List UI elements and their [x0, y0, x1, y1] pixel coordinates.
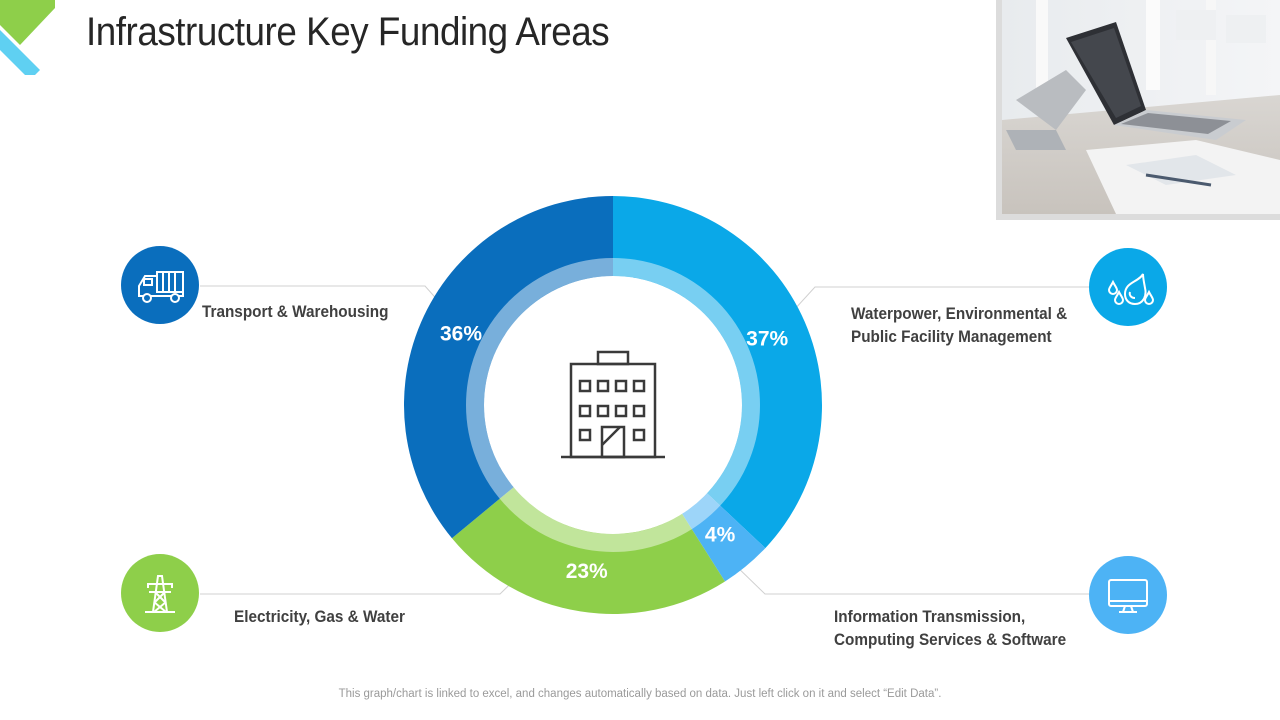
- value-label-waterpower: 37%: [746, 327, 788, 350]
- label-waterpower: Waterpower, Environmental & Public Facil…: [851, 304, 1068, 346]
- waterpower-icon-circle: [1089, 248, 1167, 326]
- building-icon: [561, 350, 665, 459]
- label-transport: Transport & Warehousing: [202, 302, 389, 321]
- footer-note: This graph/chart is linked to excel, and…: [338, 688, 942, 700]
- page-title: Infrastructure Key Funding Areas: [86, 10, 610, 54]
- power-tower-icon: [145, 575, 175, 613]
- information-icon-circle: [1089, 556, 1167, 634]
- value-label-information: 4%: [705, 523, 736, 546]
- truck-icon: [138, 271, 184, 303]
- inner-ring: [466, 258, 760, 552]
- value-label-transport: 36%: [440, 322, 482, 345]
- water-drops-icon: [1107, 273, 1155, 306]
- electricity-icon-circle: [121, 554, 199, 632]
- value-label-electricity: 23%: [566, 560, 608, 583]
- connector-information: [729, 559, 1090, 595]
- corner-accent-shape: [0, 0, 55, 75]
- donut-hole: [484, 276, 742, 534]
- monitor-icon: [1108, 579, 1148, 613]
- label-electricity: Electricity, Gas & Water: [234, 607, 405, 626]
- value-labels: 37% 4% 23% 36%: [440, 322, 789, 582]
- office-laptop-photo: [996, 0, 1280, 220]
- transport-icon-circle: [121, 246, 199, 324]
- label-information: Information Transmission, Computing Serv…: [834, 607, 1067, 649]
